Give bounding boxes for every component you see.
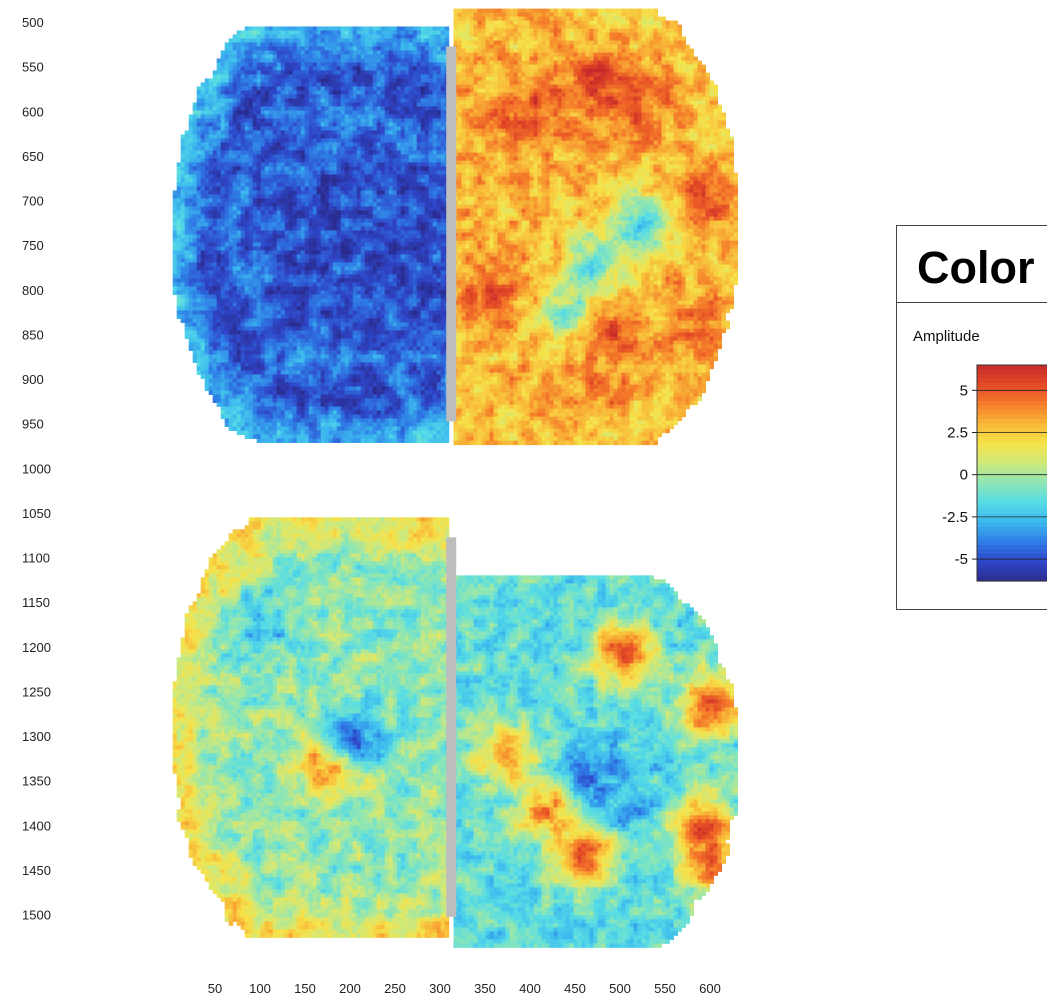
y-tick-label: 850 (22, 327, 44, 342)
panel-seam-0 (446, 46, 456, 421)
y-tick-label: 1050 (22, 506, 51, 521)
x-tick-label: 100 (249, 981, 271, 996)
y-axis: 500 550 600 650 700 750 800 850 900 950 1000 1050 11… (22, 15, 51, 923)
x-tick-label: 50 (208, 981, 222, 996)
x-tick-label: 250 (384, 981, 406, 996)
y-tick-label: 800 (22, 283, 44, 298)
y-tick-label: 550 (22, 60, 44, 75)
y-tick-label: 1450 (22, 863, 51, 878)
colorbar: 5 2.5 0 -2.5 -5 (897, 226, 1047, 611)
y-tick-label: 1250 (22, 684, 51, 699)
y-tick-label: 1350 (22, 774, 51, 789)
colorbar-tick-label: 0 (960, 467, 968, 484)
heatmap-panel-top-left (173, 26, 450, 443)
y-tick-label: 500 (22, 15, 44, 30)
colorbar-tick-label: 2.5 (947, 425, 968, 442)
y-tick-label: 950 (22, 417, 44, 432)
panel-seam-1 (446, 537, 456, 916)
x-tick-label: 200 (339, 981, 361, 996)
y-tick-label: 900 (22, 372, 44, 387)
colorbar-tick-label: -5 (955, 551, 968, 568)
y-tick-label: 1000 (22, 461, 51, 476)
x-tick-label: 600 (699, 981, 721, 996)
x-tick-label: 400 (519, 981, 541, 996)
heatmap-panel-bottom-left (173, 517, 450, 938)
y-tick-label: 1150 (22, 595, 50, 610)
heatmap-panel-bottom-right (454, 575, 739, 948)
heatmap-panel-top-right (454, 9, 739, 446)
heatmap-panels (173, 9, 738, 948)
y-tick-label: 1400 (22, 818, 51, 833)
y-tick-label: 600 (22, 104, 44, 119)
x-tick-label: 500 (609, 981, 631, 996)
y-tick-label: 1200 (22, 640, 51, 655)
colorbar-tick-label: -2.5 (942, 509, 968, 526)
y-tick-label: 1300 (22, 729, 51, 744)
y-tick-label: 650 (22, 149, 44, 164)
y-tick-label: 700 (22, 194, 44, 209)
y-tick-label: 1100 (22, 551, 50, 566)
y-tick-label: 750 (22, 238, 44, 253)
x-tick-label: 550 (654, 981, 676, 996)
colorbar-tick-label: 5 (960, 382, 968, 399)
x-tick-label: 150 (294, 981, 316, 996)
x-axis: 50 100 150 200 250 300 350 400 450 500 550 600 (208, 981, 721, 996)
colorbar-gradient (977, 365, 1047, 582)
x-tick-label: 350 (474, 981, 496, 996)
x-tick-label: 450 (564, 981, 586, 996)
y-tick-label: 1500 (22, 908, 51, 923)
x-tick-label: 300 (429, 981, 451, 996)
